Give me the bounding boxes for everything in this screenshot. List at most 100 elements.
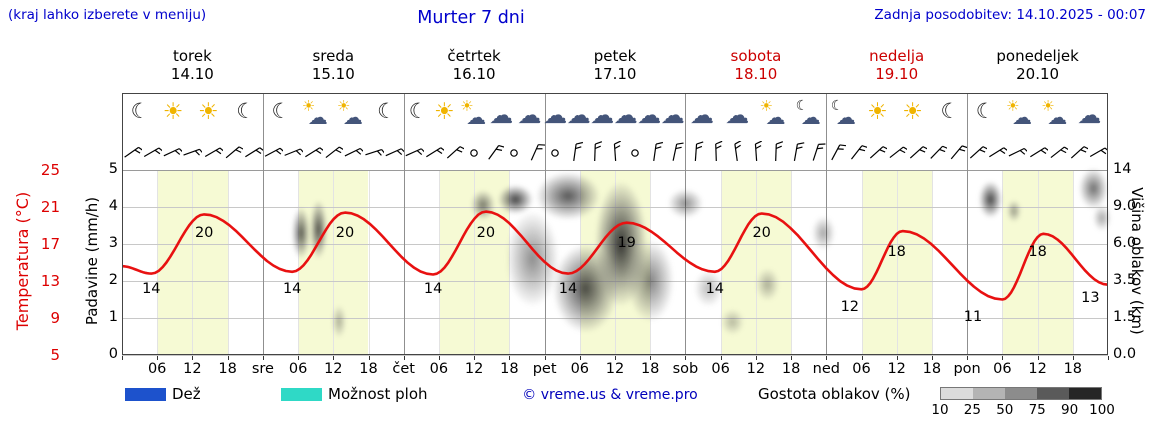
x-tick: [755, 356, 757, 360]
day-separator: [967, 93, 969, 355]
moon-icon: ☾: [231, 99, 259, 129]
x-time-label: 06: [429, 361, 449, 377]
cloud-density-tick-label: 100: [1089, 402, 1115, 418]
temp-point-label: 14: [558, 280, 578, 297]
x-tick: [720, 356, 722, 360]
wind-barb-icon: [488, 144, 505, 160]
sun-glyph: ☀: [759, 97, 773, 115]
moon-glyph: ☾: [940, 99, 960, 123]
temperature-axis-title: Temperatura (°C): [13, 191, 32, 331]
temp-point-label: 12: [840, 299, 860, 316]
precip-axis-title: Padavine (mm/h): [83, 196, 101, 326]
sun-icon: ☀: [432, 99, 460, 129]
day-date: 18.10: [734, 65, 778, 83]
cloudheight-tick-label: 14: [1113, 161, 1132, 177]
x-time-label: 18: [500, 361, 519, 377]
day-header: sreda 15.10: [263, 47, 403, 83]
cloud-icon: ☁: [660, 99, 688, 129]
gridline-v: [896, 170, 898, 355]
x-time-label: 06: [993, 361, 1012, 377]
sun-glyph: ☀: [434, 99, 455, 125]
temp-point-label: 13: [1081, 290, 1100, 306]
day-header: nedelja 19.10: [827, 47, 967, 83]
cloud-glyph: ☁: [1077, 101, 1102, 129]
day-header: sobota 18.10: [686, 47, 826, 83]
day-date: 16.10: [452, 65, 496, 83]
menu-hint: (kraj lahko izberete v meniju): [8, 7, 207, 23]
x-time-label: 18: [922, 361, 942, 377]
wind-barb-icon: [831, 144, 847, 161]
cloud-glyph: ☁: [466, 105, 487, 129]
cloud-glyph: ☁: [1047, 105, 1068, 129]
temp-point-label: 20: [752, 225, 771, 242]
wind-barb-icon: [733, 141, 741, 161]
wind-barb-icon: [385, 148, 404, 157]
wind-barb-icon: [264, 147, 283, 157]
x-day-label: pet: [532, 361, 557, 377]
x-time-label: 18: [1063, 361, 1083, 377]
precip-tick-label: 5: [108, 161, 118, 177]
x-tick: [685, 356, 687, 360]
gridline-v: [791, 170, 793, 355]
day-name: ponedeljek: [996, 47, 1079, 65]
day-header: torek 14.10: [122, 47, 262, 83]
x-tick: [403, 356, 405, 360]
day-separator: [262, 93, 264, 355]
moon-icon: ☾: [404, 99, 432, 129]
day-name: nedelja: [869, 47, 925, 65]
day-name: petek: [593, 47, 637, 65]
x-time-label: 12: [464, 361, 484, 377]
x-day-label: ned: [812, 361, 840, 377]
sun-icon: ☀: [196, 99, 224, 129]
day-separator: [685, 93, 687, 355]
wind-barb-icon: [425, 147, 444, 158]
daytime-band: [720, 170, 791, 355]
gridline-v: [861, 170, 863, 355]
wind-barb-icon: [593, 141, 602, 162]
cloud-area: [1078, 168, 1108, 209]
cloud-glyph: ☁: [590, 101, 615, 129]
sun-cloud-icon: ☀ ☁: [460, 99, 488, 129]
moon-glyph: ☾: [408, 99, 428, 123]
x-tick: [615, 356, 616, 360]
x-tick: [1037, 356, 1039, 360]
cloud-icon: ☁: [589, 99, 617, 129]
cloud-area: [506, 210, 560, 307]
wind-barb-icon: [970, 146, 988, 159]
moon-icon: ☾: [372, 99, 400, 129]
x-tick: [826, 356, 828, 360]
cloud-area: [694, 269, 724, 307]
sun-cloud-icon: ☀ ☁: [337, 99, 365, 129]
cloud-area: [626, 240, 674, 322]
wind-barb-icon: [1050, 146, 1068, 159]
cloud-icon: ☁: [488, 99, 516, 129]
x-time-label: 06: [288, 361, 308, 377]
temp-tick-label: 13: [40, 272, 60, 290]
wind-barb-icon: [909, 146, 927, 159]
cloud-glyph: ☁: [566, 101, 591, 129]
x-tick: [861, 356, 863, 360]
cloud-icon: ☁: [566, 99, 594, 129]
x-day-label: sob: [672, 361, 699, 377]
wind-barb-icon: [714, 141, 722, 162]
cloud-glyph: ☁: [342, 105, 363, 129]
cloud-glyph: ☁: [800, 105, 821, 129]
moon-glyph: ☾: [795, 98, 809, 114]
wind-barb-icon: [672, 142, 685, 161]
cloudheight-tick-label: 3.5: [1113, 272, 1137, 288]
sun-icon: ☀: [161, 99, 189, 129]
moon-icon: ☾: [936, 99, 964, 129]
x-tick: [544, 356, 546, 360]
day-name: torek: [172, 47, 212, 65]
x-tick: [579, 356, 581, 360]
day-date: 20.10: [1016, 65, 1060, 83]
credit-link[interactable]: © vreme.us & vreme.pro: [522, 387, 698, 403]
showers-label: Možnost ploh: [328, 385, 428, 403]
gridline-h: [122, 170, 1108, 171]
sun-glyph: ☀: [336, 97, 351, 115]
sun-cloud-icon: ☀ ☁: [760, 99, 788, 129]
wind-barb-icon: [225, 146, 243, 159]
temp-point-label: 19: [617, 234, 636, 251]
cloud-density-tick-label: 90: [1061, 402, 1079, 418]
gridline-v: [298, 170, 300, 355]
